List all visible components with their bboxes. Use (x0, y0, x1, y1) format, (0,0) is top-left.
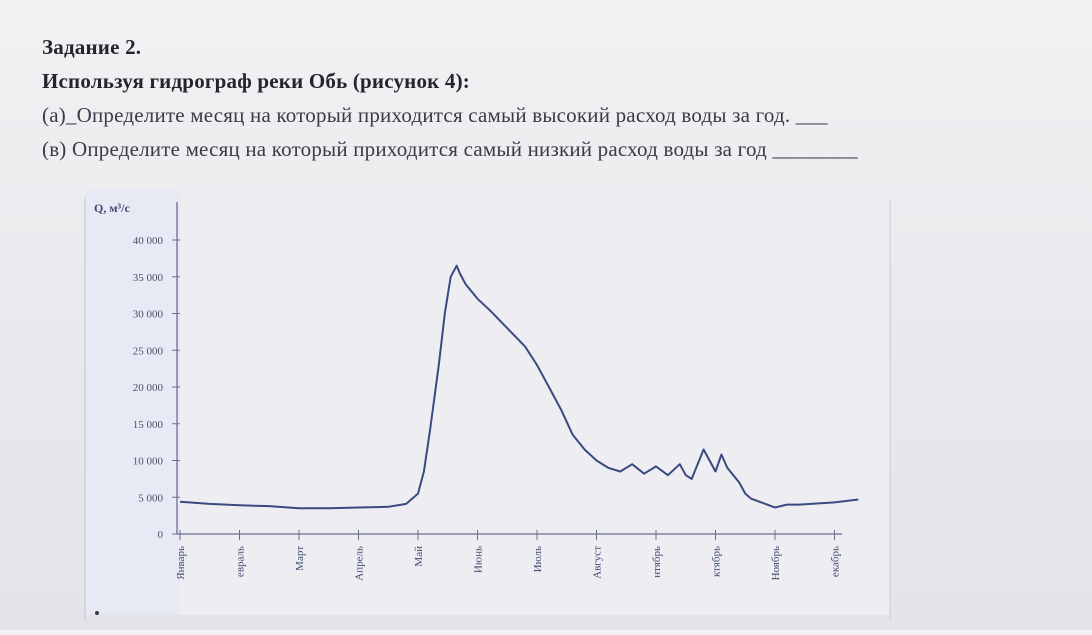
y-tick-label: 40 000 (133, 235, 164, 247)
series-group (179, 264, 859, 510)
x-tick-label: Март (294, 546, 306, 571)
x-tick-label: Июнь (473, 546, 485, 573)
x-tick-label: Май (413, 546, 425, 567)
discharge-line (179, 264, 859, 510)
y-tick-label: 5 000 (138, 492, 163, 504)
x-tick-label: Июль (532, 546, 544, 572)
task-instruction: Используя гидрограф реки Обь (рисунок 4)… (42, 69, 470, 93)
y-tick-label: 25 000 (133, 345, 164, 357)
y-tick-label: 20 000 (133, 382, 164, 394)
task-title: Задание 2. (42, 35, 142, 59)
y-tick-label: 35 000 (133, 272, 164, 284)
y-tick-label: 0 (158, 529, 164, 541)
x-tick-label: Апрель (354, 546, 366, 581)
y-ticks: 0 5 000 10 000 15 000 20 000 25 000 30 000 35 0… (133, 235, 180, 541)
x-tick-label: екабрь (830, 546, 842, 577)
x-tick-label: Январь (175, 546, 187, 580)
chart-panel-left-shade (85, 190, 180, 615)
x-tick-label: Август (592, 546, 604, 579)
x-tick-label: Ноябрь (770, 546, 782, 580)
question-b: (в) Определите месяц на который приходит… (42, 137, 858, 161)
x-tick-label: ктябрь (711, 546, 723, 577)
y-axis-label: Q, м³/с (94, 201, 130, 215)
task-text: Задание 2. Используя гидрограф реки Обь … (42, 30, 1092, 166)
question-a: (а)_Определите месяц на который приходит… (42, 103, 828, 127)
y-tick-label: 30 000 (133, 309, 164, 321)
chart-panel (180, 200, 890, 615)
x-tick-label: евраль (235, 546, 247, 577)
hydrograph-svg: Q, м³/с 0 5 000 10 000 15 000 20 000 25 000 30… (84, 190, 891, 620)
x-tick-label: нтябрь (651, 546, 663, 578)
y-tick-label: 15 000 (133, 419, 164, 431)
hydrograph-chart: Q, м³/с 0 5 000 10 000 15 000 20 000 25 000 30… (0, 190, 1092, 630)
chart-dot-mark (95, 611, 99, 615)
x-ticks: Январь евраль Март Апрель Май Июнь Июль Август н… (175, 530, 842, 581)
y-tick-label: 10 000 (133, 456, 164, 468)
